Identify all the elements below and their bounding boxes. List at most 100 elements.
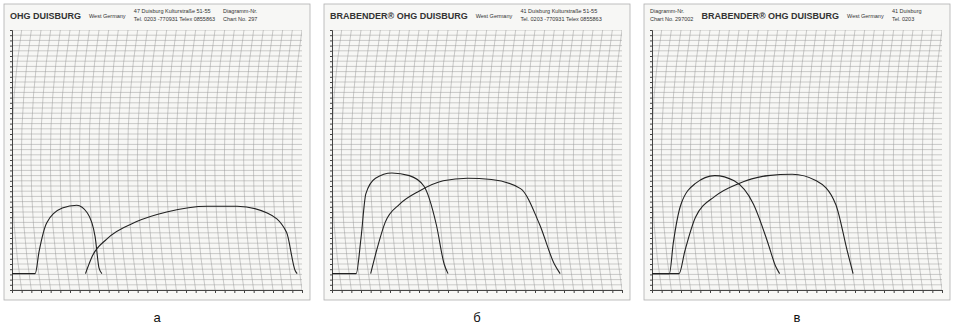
grid-arc-x xyxy=(816,30,826,290)
grid-arc-x xyxy=(79,30,89,290)
tick-mark xyxy=(487,290,488,293)
tick-mark xyxy=(650,186,652,187)
tick xyxy=(330,165,332,166)
grid-arc-x xyxy=(525,30,535,290)
tick xyxy=(10,228,12,229)
grid-line-y xyxy=(332,149,622,150)
tick xyxy=(10,139,12,140)
tick xyxy=(10,150,12,151)
tick-mark xyxy=(10,92,12,93)
tick-mark xyxy=(10,196,12,197)
tick-mark xyxy=(10,51,12,52)
tick xyxy=(99,290,100,293)
header-group: 41 DuisburgTel. 0203 xyxy=(892,8,922,22)
tick-mark xyxy=(650,98,652,99)
tick-mark xyxy=(650,170,652,171)
tick xyxy=(826,290,827,293)
tick xyxy=(10,264,12,265)
tick-mark xyxy=(10,238,12,239)
tick-mark xyxy=(283,290,284,293)
tick xyxy=(516,290,517,293)
tick-mark xyxy=(330,61,332,62)
grid-line-y xyxy=(332,102,622,103)
panel-label: а xyxy=(153,310,161,325)
grid-arc-x xyxy=(263,30,273,290)
grid-line-y xyxy=(652,118,942,119)
tick xyxy=(10,222,12,223)
tick xyxy=(10,238,12,239)
tick-mark xyxy=(720,290,721,293)
header-text: West Germany xyxy=(476,13,513,19)
grid-line-y xyxy=(12,170,302,171)
tick xyxy=(564,290,565,293)
grid-line-y xyxy=(12,264,302,265)
tick-mark xyxy=(650,103,652,104)
tick xyxy=(10,108,12,109)
tick xyxy=(467,290,468,293)
header-group: West Germany xyxy=(476,13,513,19)
tick xyxy=(10,160,12,161)
grid-arc-x xyxy=(690,30,700,290)
tick-mark xyxy=(167,290,168,293)
grid-line-y xyxy=(332,40,622,41)
grid-arc-x xyxy=(12,30,22,290)
tick xyxy=(330,269,332,270)
axis-line xyxy=(650,31,653,291)
grid-line-y xyxy=(12,87,302,88)
grid-arc-x xyxy=(234,30,244,290)
tick-mark xyxy=(70,290,71,293)
tick xyxy=(205,290,206,293)
tick-mark xyxy=(330,56,332,57)
tick xyxy=(650,290,652,291)
tick-mark xyxy=(330,222,332,223)
tick xyxy=(650,51,652,52)
tick xyxy=(330,82,332,83)
tick xyxy=(583,290,584,293)
tick xyxy=(487,290,488,293)
tick xyxy=(89,290,90,293)
tick xyxy=(157,290,158,293)
tick-mark xyxy=(477,290,478,293)
tick-mark xyxy=(903,290,904,293)
grid-line-y xyxy=(12,45,302,46)
tick-mark xyxy=(361,290,362,293)
grid-line-y xyxy=(332,217,622,218)
tick-mark xyxy=(622,290,623,293)
curve xyxy=(652,176,780,274)
tick xyxy=(650,207,652,208)
tick-mark xyxy=(650,212,652,213)
tick-mark xyxy=(826,290,827,293)
tick-mark xyxy=(525,290,526,293)
grid xyxy=(652,30,942,290)
grid-arc-x xyxy=(893,30,903,290)
grid-arc-x xyxy=(448,30,458,290)
grid-arc-x xyxy=(70,30,80,290)
tick-mark xyxy=(10,274,12,275)
tick xyxy=(768,290,769,293)
tick-mark xyxy=(10,66,12,67)
tick-mark xyxy=(330,72,332,73)
tick xyxy=(51,290,52,293)
tick xyxy=(671,290,672,293)
tick xyxy=(330,160,332,161)
grid-arc-x xyxy=(700,30,710,290)
tick-mark xyxy=(254,290,255,293)
grid-line-y xyxy=(12,160,302,161)
grid-line-y xyxy=(332,284,622,285)
tick xyxy=(330,233,332,234)
tick-mark xyxy=(913,290,914,293)
grid-arc-x xyxy=(41,30,51,290)
tick xyxy=(10,186,12,187)
tick-mark xyxy=(650,176,652,177)
tick xyxy=(691,290,692,293)
tick-mark xyxy=(650,165,652,166)
grid-line-y xyxy=(12,102,302,103)
tick-mark xyxy=(691,290,692,293)
tick-mark xyxy=(10,139,12,140)
grid-arc-x xyxy=(438,30,448,290)
grid-line-y xyxy=(652,56,942,57)
tick xyxy=(778,290,779,293)
grid-arc-x xyxy=(273,30,283,290)
curves xyxy=(12,205,297,273)
tick xyxy=(650,228,652,229)
